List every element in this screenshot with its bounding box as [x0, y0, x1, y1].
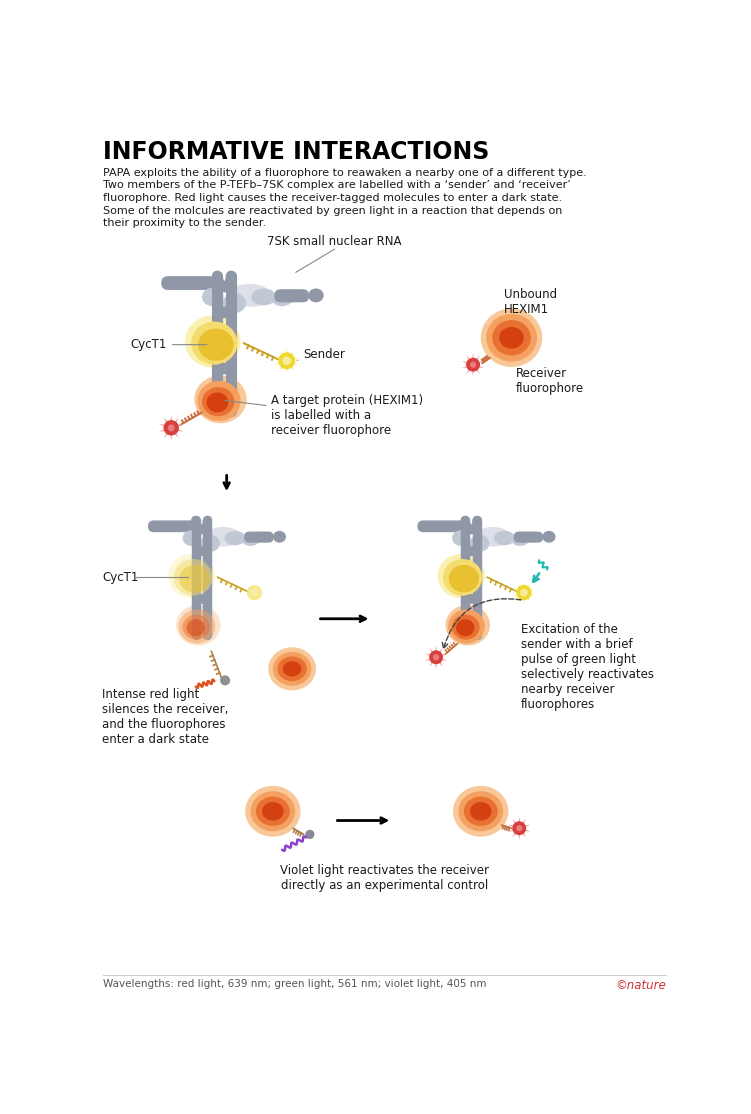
- Ellipse shape: [167, 424, 175, 431]
- Ellipse shape: [516, 585, 532, 600]
- Ellipse shape: [179, 609, 216, 644]
- Ellipse shape: [486, 314, 537, 362]
- Ellipse shape: [168, 554, 216, 598]
- Ellipse shape: [198, 329, 234, 361]
- Ellipse shape: [448, 609, 485, 644]
- Ellipse shape: [176, 605, 221, 645]
- Ellipse shape: [465, 594, 478, 604]
- Ellipse shape: [516, 825, 523, 831]
- Ellipse shape: [458, 791, 503, 831]
- Ellipse shape: [464, 797, 498, 825]
- Text: fluorophore. Red light causes the receiver-tagged molecules to enter a dark stat: fluorophore. Red light causes the receiv…: [104, 193, 562, 203]
- Ellipse shape: [273, 531, 286, 543]
- Ellipse shape: [475, 527, 511, 547]
- Ellipse shape: [438, 554, 485, 598]
- Ellipse shape: [452, 615, 480, 639]
- Text: Sender: Sender: [297, 349, 345, 361]
- FancyBboxPatch shape: [514, 531, 543, 543]
- Ellipse shape: [228, 284, 271, 307]
- Ellipse shape: [195, 594, 208, 604]
- Ellipse shape: [466, 358, 480, 372]
- Ellipse shape: [433, 654, 439, 661]
- Ellipse shape: [195, 546, 208, 556]
- Ellipse shape: [445, 605, 490, 645]
- Ellipse shape: [283, 661, 301, 676]
- Ellipse shape: [452, 530, 470, 546]
- Text: INFORMATIVE INTERACTIONS: INFORMATIVE INTERACTIONS: [104, 140, 490, 164]
- Ellipse shape: [520, 589, 528, 596]
- Polygon shape: [425, 645, 448, 670]
- Ellipse shape: [278, 352, 295, 370]
- Ellipse shape: [202, 387, 234, 417]
- Ellipse shape: [201, 535, 220, 551]
- Ellipse shape: [305, 830, 315, 839]
- Ellipse shape: [456, 619, 475, 636]
- Ellipse shape: [271, 291, 293, 306]
- Ellipse shape: [449, 565, 479, 593]
- Ellipse shape: [182, 615, 210, 639]
- Ellipse shape: [192, 322, 237, 364]
- Text: Unbound
HEXIM1: Unbound HEXIM1: [504, 287, 557, 315]
- Ellipse shape: [216, 306, 232, 319]
- Text: Two members of the P-TEFb–7SK complex are labelled with a ‘sender’ and ‘receiver: Two members of the P-TEFb–7SK complex ar…: [104, 180, 572, 190]
- FancyBboxPatch shape: [148, 520, 195, 532]
- Text: ©nature: ©nature: [616, 979, 666, 993]
- Ellipse shape: [185, 315, 240, 368]
- FancyBboxPatch shape: [274, 290, 309, 302]
- Ellipse shape: [494, 531, 515, 545]
- Ellipse shape: [308, 289, 324, 302]
- Ellipse shape: [262, 802, 284, 821]
- Ellipse shape: [195, 375, 246, 423]
- Ellipse shape: [470, 535, 490, 551]
- Polygon shape: [508, 817, 530, 840]
- Ellipse shape: [179, 565, 210, 593]
- Ellipse shape: [511, 532, 529, 546]
- Ellipse shape: [220, 675, 230, 685]
- Text: A target protein (HEXIM1)
is labelled with a
receiver fluorophore: A target protein (HEXIM1) is labelled wi…: [225, 394, 424, 437]
- FancyBboxPatch shape: [244, 531, 273, 543]
- Text: 7SK small nuclear RNA: 7SK small nuclear RNA: [267, 235, 402, 247]
- Ellipse shape: [277, 656, 306, 681]
- Polygon shape: [158, 414, 184, 441]
- Ellipse shape: [186, 619, 205, 636]
- Ellipse shape: [470, 802, 492, 821]
- Ellipse shape: [225, 531, 246, 545]
- Ellipse shape: [252, 289, 276, 305]
- Ellipse shape: [268, 647, 316, 691]
- Ellipse shape: [453, 785, 508, 837]
- Text: CycT1: CycT1: [102, 570, 138, 584]
- Ellipse shape: [202, 287, 224, 306]
- Ellipse shape: [182, 530, 201, 546]
- Ellipse shape: [205, 527, 241, 547]
- Ellipse shape: [247, 585, 262, 600]
- Ellipse shape: [512, 821, 526, 836]
- FancyBboxPatch shape: [418, 520, 465, 532]
- Ellipse shape: [207, 392, 228, 412]
- FancyBboxPatch shape: [161, 276, 216, 290]
- Ellipse shape: [251, 791, 295, 831]
- Ellipse shape: [216, 363, 232, 374]
- Ellipse shape: [542, 531, 556, 543]
- Text: Excitation of the
sender with a brief
pulse of green light
selectively reactivat: Excitation of the sender with a brief pu…: [520, 623, 654, 711]
- Polygon shape: [514, 582, 535, 604]
- Ellipse shape: [223, 293, 246, 313]
- Ellipse shape: [282, 356, 291, 365]
- Text: Wavelengths: red light, 639 nm; green light, 561 nm; violet light, 405 nm: Wavelengths: red light, 639 nm; green li…: [104, 979, 487, 989]
- Text: Receiver
fluorophore: Receiver fluorophore: [515, 367, 584, 395]
- Text: Violet light reactivates the receiver
directly as an experimental control: Violet light reactivates the receiver di…: [280, 863, 489, 891]
- Text: PAPA exploits the ability of a fluorophore to reawaken a nearby one of a differe: PAPA exploits the ability of a fluoropho…: [104, 167, 587, 177]
- Ellipse shape: [164, 420, 179, 436]
- Ellipse shape: [173, 559, 213, 596]
- Ellipse shape: [493, 320, 531, 355]
- Ellipse shape: [245, 785, 300, 837]
- Ellipse shape: [251, 589, 258, 596]
- Ellipse shape: [481, 309, 542, 367]
- Text: Some of the molcules are reactivated by green light in a reaction that depends o: Some of the molcules are reactivated by …: [104, 206, 562, 216]
- Text: CycT1: CycT1: [131, 339, 207, 351]
- Ellipse shape: [465, 546, 478, 556]
- Ellipse shape: [499, 326, 524, 349]
- Ellipse shape: [256, 797, 290, 825]
- Text: their proximity to the sender.: their proximity to the sender.: [104, 218, 267, 228]
- Ellipse shape: [242, 532, 260, 546]
- Ellipse shape: [429, 651, 443, 664]
